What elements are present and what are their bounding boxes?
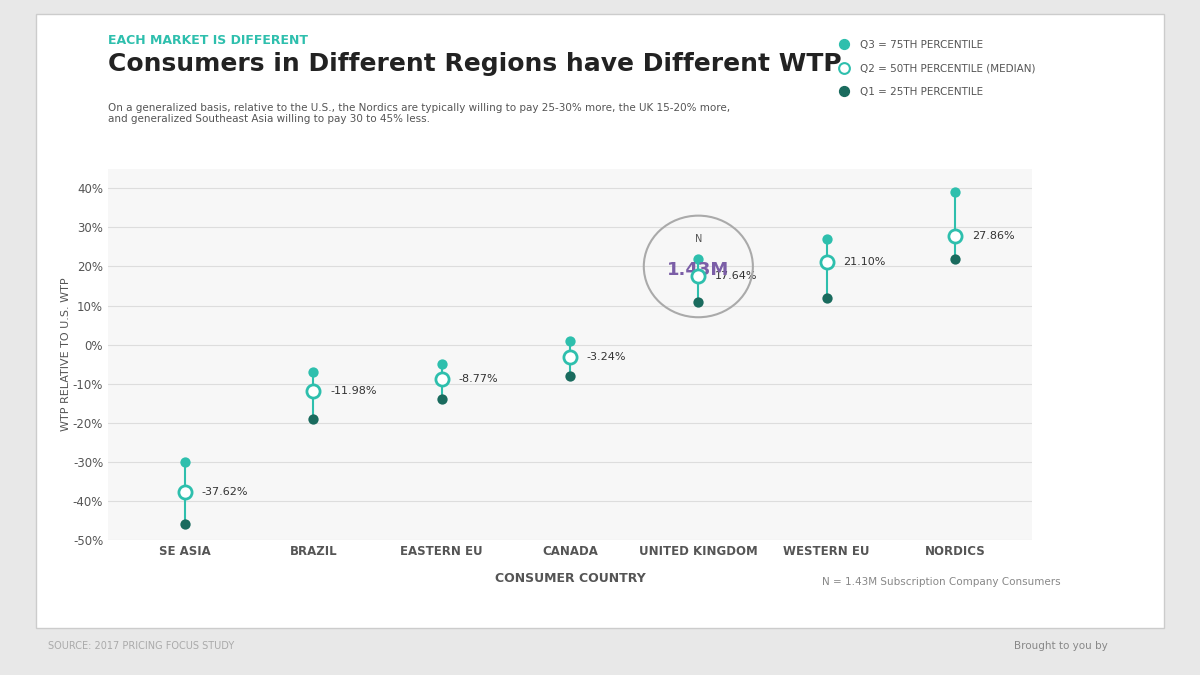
Point [946, 253, 965, 264]
Text: -3.24%: -3.24% [587, 352, 626, 362]
Point [817, 292, 836, 303]
Point [432, 358, 451, 369]
Text: On a generalized basis, relative to the U.S., the Nordics are typically willing : On a generalized basis, relative to the … [108, 103, 730, 124]
Point [817, 256, 836, 267]
Point [432, 394, 451, 405]
Point [689, 270, 708, 281]
Point [946, 187, 965, 198]
Point [175, 519, 194, 530]
Text: SOURCE: 2017 PRICING FOCUS STUDY: SOURCE: 2017 PRICING FOCUS STUDY [48, 641, 234, 651]
Point [560, 371, 580, 381]
Point [834, 86, 853, 97]
Text: N = 1.43M Subscription Company Consumers: N = 1.43M Subscription Company Consumers [822, 577, 1061, 587]
Text: Q1 = 25TH PERCENTILE: Q1 = 25TH PERCENTILE [860, 87, 984, 97]
Text: Consumers in Different Regions have Different WTP: Consumers in Different Regions have Diff… [108, 52, 841, 76]
Point [304, 367, 323, 377]
Point [560, 352, 580, 362]
Text: -37.62%: -37.62% [202, 487, 248, 497]
Point [304, 414, 323, 425]
Text: 21.10%: 21.10% [844, 257, 886, 267]
X-axis label: CONSUMER COUNTRY: CONSUMER COUNTRY [494, 572, 646, 585]
Point [175, 456, 194, 467]
Point [304, 386, 323, 397]
Point [560, 335, 580, 346]
Text: Brought to you by: Brought to you by [1014, 641, 1108, 651]
Text: -8.77%: -8.77% [458, 374, 498, 384]
Point [834, 63, 853, 74]
Text: Q3 = 75TH PERCENTILE: Q3 = 75TH PERCENTILE [860, 40, 984, 49]
Point [689, 253, 708, 264]
Point [946, 230, 965, 241]
Point [834, 38, 853, 50]
Point [175, 486, 194, 497]
Y-axis label: WTP RELATIVE TO U.S. WTP: WTP RELATIVE TO U.S. WTP [61, 277, 71, 431]
Point [817, 234, 836, 244]
Text: Q2 = 50TH PERCENTILE (MEDIAN): Q2 = 50TH PERCENTILE (MEDIAN) [860, 63, 1036, 73]
Text: EACH MARKET IS DIFFERENT: EACH MARKET IS DIFFERENT [108, 34, 308, 47]
Point [432, 373, 451, 384]
Text: 17.64%: 17.64% [715, 271, 757, 281]
Text: 27.86%: 27.86% [972, 231, 1014, 241]
Point [689, 296, 708, 307]
Text: N: N [695, 234, 702, 244]
Text: 1.43M: 1.43M [667, 261, 730, 279]
Text: -11.98%: -11.98% [330, 386, 377, 396]
